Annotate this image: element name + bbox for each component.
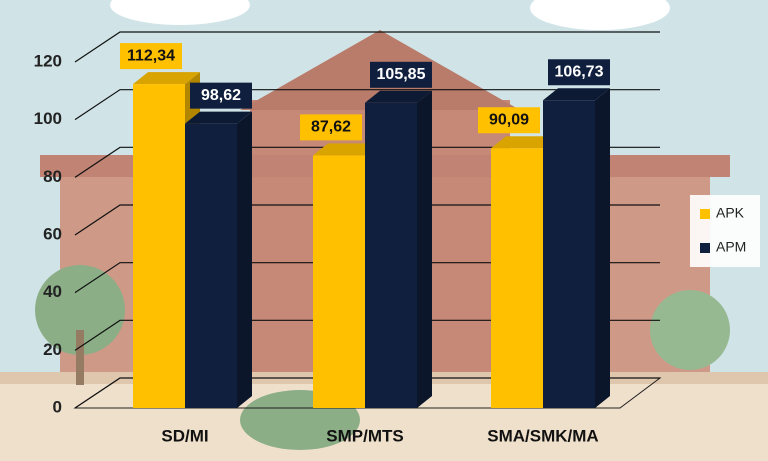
bar [491,148,543,408]
y-tick-label: 0 [53,397,62,416]
legend-swatch [700,243,710,253]
value-label: 112,34 [127,47,175,64]
bar [133,84,185,408]
bar [185,124,237,408]
y-tick-label: 80 [43,167,62,186]
value-label: 98,62 [201,87,241,104]
value-label: 87,62 [311,119,351,136]
x-tick-label: SD/MI [161,426,208,445]
bar-side [595,88,610,408]
value-label: 106,73 [555,63,604,80]
y-tick-label: 120 [34,51,62,70]
y-tick-label: 20 [43,340,62,359]
legend-label: APK [716,205,745,221]
legend-label: APM [716,239,746,255]
y-tick-label: 100 [34,109,62,128]
value-label: 90,09 [489,111,529,128]
legend: APK APM [690,195,760,267]
bar [543,100,595,408]
bar-side [417,91,432,408]
bar [365,103,417,408]
y-tick-label: 60 [43,224,62,243]
bar [313,155,365,408]
x-tick-label: SMA/SMK/MA [487,426,598,445]
y-tick-label: 40 [43,282,62,301]
bar-side [237,112,252,408]
value-label: 105,85 [377,66,426,83]
legend-swatch [700,209,710,219]
chart: APK APM 0 20 40 60 80 100 120 SD/MI 112,34 98,62 SM… [0,0,768,461]
x-tick-label: SMP/MTS [326,426,403,445]
